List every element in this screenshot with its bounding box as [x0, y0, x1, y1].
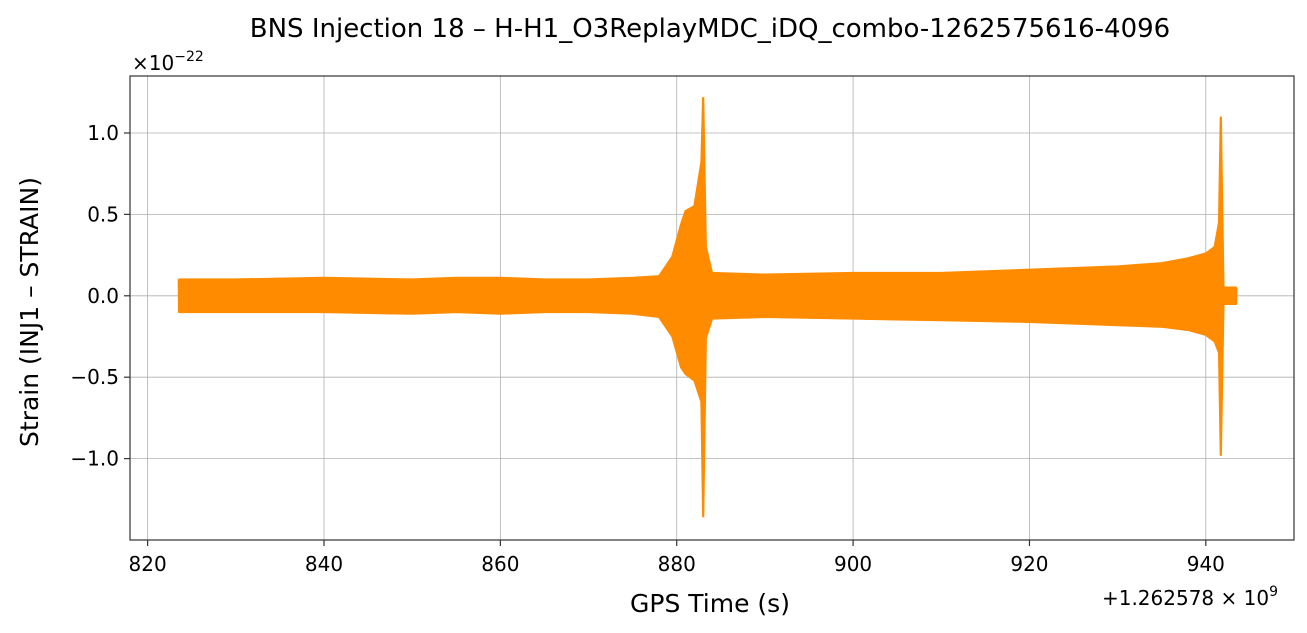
plot-area — [177, 97, 1238, 518]
x-tick-label: 820 — [129, 552, 167, 576]
x-axis-ticks: 820 840 860 880 900 920 940 — [129, 540, 1225, 576]
chart-title: BNS Injection 18 – H-H1_O3ReplayMDC_iDQ_… — [250, 14, 1170, 44]
y-tick-label: −0.5 — [70, 365, 119, 389]
x-tick-label: 840 — [305, 552, 343, 576]
x-tick-label: 900 — [834, 552, 872, 576]
y-tick-label: 0.0 — [87, 284, 119, 308]
x-axis-label: GPS Time (s) — [630, 589, 790, 618]
strain-series-line — [177, 101, 1238, 510]
y-tick-label: −1.0 — [70, 447, 119, 471]
axes-frame — [129, 75, 1295, 541]
y-scale-factor: ×10−22 — [132, 49, 204, 75]
strain-lower-envelope — [178, 302, 1237, 518]
y-axis-ticks: −1.0 −0.5 0.0 0.5 1.0 — [70, 121, 130, 471]
x-tick-label: 920 — [1010, 552, 1048, 576]
y-tick-label: 0.5 — [87, 202, 119, 226]
strain-upper-envelope — [178, 97, 1237, 289]
x-tick-label: 860 — [481, 552, 519, 576]
x-tick-label: 940 — [1187, 552, 1225, 576]
x-tick-label: 880 — [658, 552, 696, 576]
y-axis-label: Strain (INJ1 – STRAIN) — [15, 177, 44, 447]
x-offset-text: +1.262578 × 109 — [1102, 584, 1278, 610]
y-tick-label: 1.0 — [87, 121, 119, 145]
